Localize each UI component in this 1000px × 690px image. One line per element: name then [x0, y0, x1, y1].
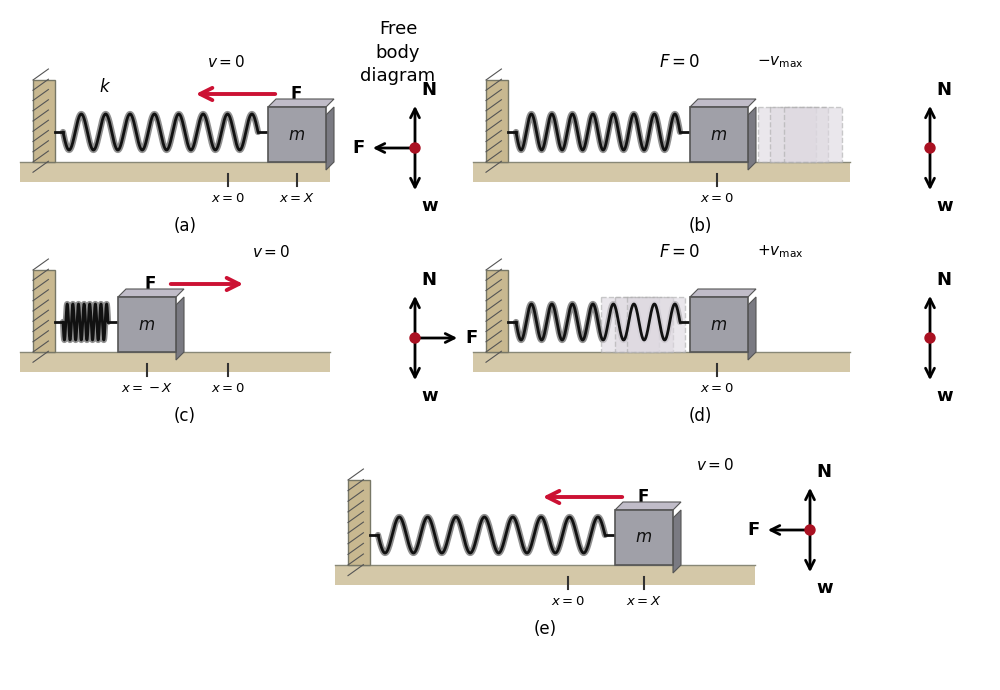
Text: N: N: [936, 271, 951, 289]
Bar: [486, 80, 508, 162]
Bar: [348, 480, 370, 565]
Text: (a): (a): [174, 217, 196, 235]
Bar: [335, 565, 755, 585]
Text: $k$: $k$: [99, 78, 111, 96]
Text: w: w: [936, 387, 953, 405]
Text: $m$: $m$: [710, 315, 728, 333]
Text: F: F: [748, 521, 760, 539]
Text: N: N: [936, 81, 951, 99]
Text: $x = 0$: $x = 0$: [551, 595, 585, 608]
Text: $m$: $m$: [635, 529, 653, 546]
Polygon shape: [176, 297, 184, 360]
Text: (d): (d): [688, 407, 712, 425]
Bar: [20, 352, 330, 372]
Text: $m$: $m$: [288, 126, 306, 144]
Text: $x = 0$: $x = 0$: [211, 382, 245, 395]
Text: $v = 0$: $v = 0$: [207, 54, 245, 70]
Text: $v = 0$: $v = 0$: [696, 457, 734, 473]
Text: $x = X$: $x = X$: [626, 595, 662, 608]
Circle shape: [410, 333, 420, 343]
Text: $F = 0$: $F = 0$: [659, 53, 701, 71]
Text: w: w: [816, 579, 833, 597]
Text: (b): (b): [688, 217, 712, 235]
Polygon shape: [615, 502, 681, 510]
Text: (c): (c): [174, 407, 196, 425]
Text: $m$: $m$: [138, 315, 156, 333]
Bar: [473, 162, 850, 182]
Circle shape: [410, 143, 420, 153]
Text: N: N: [816, 463, 831, 481]
Polygon shape: [326, 107, 334, 170]
Text: (e): (e): [533, 620, 557, 638]
Text: $\mathbf{F}$: $\mathbf{F}$: [144, 275, 156, 293]
Bar: [627, 297, 685, 352]
Polygon shape: [118, 289, 184, 297]
Text: $x = 0$: $x = 0$: [700, 192, 734, 205]
Bar: [615, 510, 673, 565]
Text: w: w: [936, 197, 953, 215]
Polygon shape: [690, 289, 756, 297]
Bar: [33, 270, 55, 352]
Text: $x = -X$: $x = -X$: [121, 382, 173, 395]
Text: $v = 0$: $v = 0$: [252, 244, 290, 260]
Circle shape: [805, 525, 815, 535]
Bar: [33, 80, 55, 162]
Text: w: w: [421, 197, 438, 215]
Text: $x = 0$: $x = 0$: [211, 192, 245, 205]
Bar: [268, 107, 326, 162]
Text: $+v_{\rm max}$: $+v_{\rm max}$: [757, 244, 803, 260]
Text: F: F: [465, 329, 477, 347]
Polygon shape: [748, 297, 756, 360]
Text: Free
body
diagram: Free body diagram: [360, 20, 436, 85]
Text: $x = X$: $x = X$: [279, 192, 315, 205]
Bar: [758, 107, 816, 162]
Polygon shape: [673, 510, 681, 573]
Bar: [20, 162, 330, 182]
Bar: [473, 352, 850, 372]
Bar: [770, 107, 828, 162]
Circle shape: [925, 143, 935, 153]
Text: N: N: [421, 81, 436, 99]
Text: F: F: [353, 139, 365, 157]
Text: $\mathbf{F}$: $\mathbf{F}$: [290, 85, 302, 103]
Text: $m$: $m$: [710, 126, 728, 144]
Text: $-v_{\rm max}$: $-v_{\rm max}$: [757, 54, 803, 70]
Bar: [690, 297, 748, 352]
Polygon shape: [268, 99, 334, 107]
Bar: [118, 297, 176, 352]
Text: $\mathbf{F}$: $\mathbf{F}$: [637, 488, 649, 506]
Circle shape: [925, 333, 935, 343]
Polygon shape: [690, 99, 756, 107]
Bar: [615, 297, 673, 352]
Bar: [601, 297, 659, 352]
Bar: [690, 107, 748, 162]
Bar: [784, 107, 842, 162]
Text: N: N: [421, 271, 436, 289]
Polygon shape: [748, 107, 756, 170]
Text: $x = 0$: $x = 0$: [700, 382, 734, 395]
Text: $F = 0$: $F = 0$: [659, 243, 701, 261]
Text: w: w: [421, 387, 438, 405]
Bar: [486, 270, 508, 352]
